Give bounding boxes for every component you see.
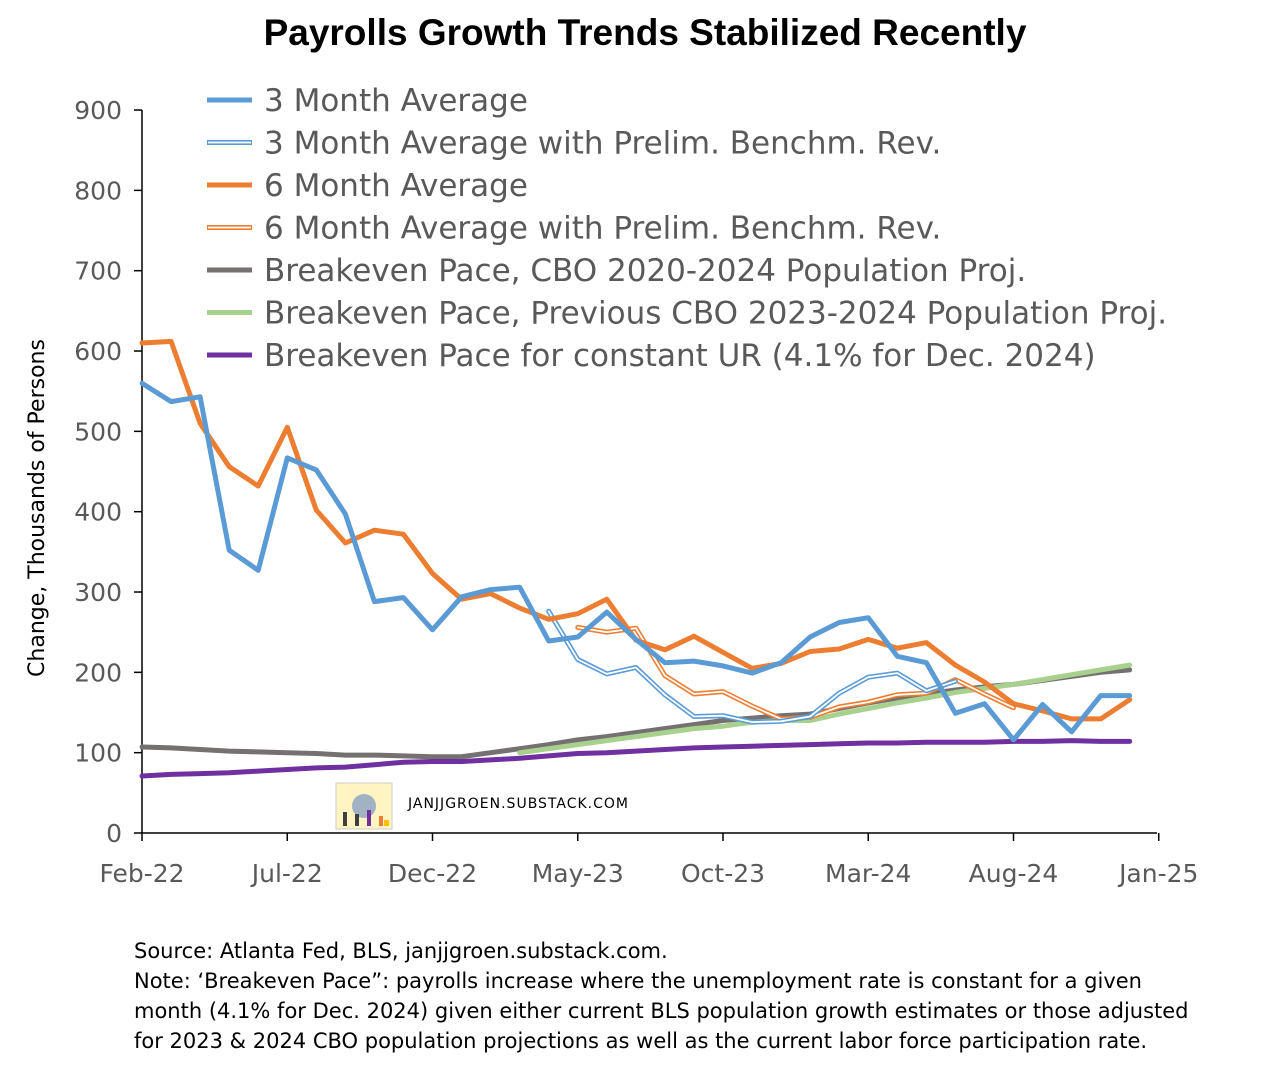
- x-tick-label: Mar-24: [825, 859, 911, 888]
- watermark: JANJJGROEN.SUBSTACK.COM: [335, 782, 629, 830]
- series-line-breakeven-pace-previous-cbo-2023-2024-population-proj: [517, 662, 1133, 756]
- y-tick-label: 900: [74, 96, 122, 125]
- chart-title: Payrolls Growth Trends Stabilized Recent…: [263, 12, 1027, 53]
- axes: 0 100 200 300 400 500 600 700 800 900 Feb-22 Jul-22…: [74, 96, 1198, 888]
- x-tick-label: Dec-22: [388, 859, 477, 888]
- y-tick-label: 600: [74, 337, 122, 366]
- y-tick-label: 0: [106, 819, 122, 848]
- legend-label: Breakeven Pace, Previous CBO 2023-2024 P…: [264, 296, 1167, 332]
- series-lines: [139, 338, 1133, 779]
- y-tick-label: 700: [74, 257, 122, 286]
- legend-label: 3 Month Average: [264, 83, 528, 119]
- x-tick-label: Aug-24: [969, 859, 1059, 888]
- line-chart: 0 100 200 300 400 500 600 700 800 900 Feb-22 Jul-22…: [25, 83, 1198, 888]
- footnote-line: month (4.1% for Dec. 2024) given either …: [134, 999, 1189, 1023]
- series-line-3-month-average: [139, 380, 1133, 743]
- watermark-logo: [335, 782, 393, 830]
- y-tick-label: 400: [74, 498, 122, 527]
- legend-label: Breakeven Pace, CBO 2020-2024 Population…: [264, 253, 1026, 289]
- x-tick-label: Feb-22: [99, 859, 184, 888]
- y-tick-label: 500: [74, 417, 122, 446]
- y-tick-label: 800: [74, 176, 122, 205]
- series-line-6-month-average: [139, 338, 1133, 722]
- footnote-line: Source: Atlanta Fed, BLS, janjjgroen.sub…: [134, 939, 668, 963]
- legend-label: Breakeven Pace for constant UR (4.1% for…: [264, 338, 1096, 374]
- series-line-inner-3-month-average-with-prelim-benchm-rev: [547, 610, 957, 723]
- legend-label: 3 Month Average with Prelim. Benchm. Rev…: [264, 126, 941, 162]
- x-tick-label: May-23: [532, 859, 624, 888]
- legend: 3 Month Average 3 Month Average with Prel…: [207, 83, 1167, 374]
- y-tick-label: 200: [74, 658, 122, 687]
- footnote-line: Note: ‘Breakeven Pace”: payrolls increas…: [134, 969, 1142, 993]
- y-tick-label: 100: [74, 739, 122, 768]
- series-line-breakeven-pace-for-constant-ur-4-1-for-dec-2024: [139, 738, 1133, 779]
- x-tick-label: Oct-23: [681, 859, 765, 888]
- y-axis-label: Change, Thousands of Persons: [25, 339, 50, 677]
- legend-label: 6 Month Average with Prelim. Benchm. Rev…: [264, 211, 941, 247]
- legend-label: 6 Month Average: [264, 168, 528, 204]
- x-tick-label: Jan-25: [1117, 859, 1198, 888]
- footnote: Source: Atlanta Fed, BLS, janjjgroen.sub…: [134, 936, 1264, 1056]
- footnote-line: for 2023 & 2024 CBO population projectio…: [134, 1029, 1148, 1053]
- watermark-site: JANJJGROEN.SUBSTACK.COM: [407, 796, 629, 812]
- x-tick-label: Jul-22: [250, 859, 323, 888]
- y-tick-label: 300: [74, 578, 122, 607]
